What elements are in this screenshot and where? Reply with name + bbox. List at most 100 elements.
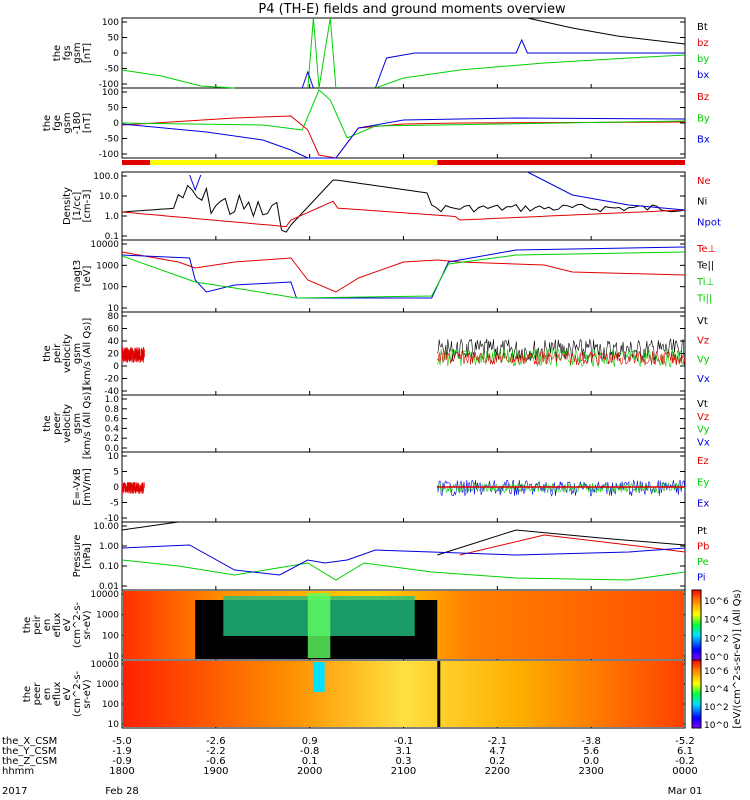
data-traces <box>121 17 686 727</box>
fgs-ytick-label: 100 <box>102 18 119 28</box>
peerv-ylabel-line: gsm <box>72 413 83 434</box>
peirv-ylabel: the peir velocity gsm [km/s (All Qs)] <box>42 318 93 390</box>
efield-legend-item: Ey <box>697 477 709 488</box>
peirspec-ylabel: the peir en eflux eV (cm^2-s-sr-eV) <box>22 601 93 648</box>
peirv-ylabel-line: [km/s (All Qs)] <box>82 318 93 390</box>
x-row-name: the_Z_CSM <box>2 756 57 767</box>
fge-legend-item: By <box>697 113 710 124</box>
peirv-legend-item: Vt <box>697 316 708 327</box>
density-ylabel: Density [1/cc] [cm-3] <box>62 187 93 225</box>
peirspec-ylabel-line: (cm^2-s- <box>72 601 83 648</box>
pressure-ylabel-line: [nPa] <box>82 543 93 569</box>
peirv-ytick-label: -20 <box>104 375 119 385</box>
peirv-ytick-label: 0 <box>113 362 119 372</box>
peerv-ytick-label: 0.0 <box>105 444 120 454</box>
efield-ytick-label: 0 <box>113 483 119 493</box>
peerv-ytick-label: 0.8 <box>105 405 120 415</box>
peir-vz-trace <box>437 350 686 366</box>
x-row-name: the_Y_CSM <box>2 746 56 757</box>
peerv-ytick-label: 1.0 <box>105 395 120 405</box>
peerv-ylabel-line: the <box>42 415 53 431</box>
efield-legend-item: Ez <box>697 456 709 467</box>
peerv-ylabel-line: [km/s (All Qs)] <box>82 388 93 460</box>
x-row-value: 0.3 <box>396 756 412 767</box>
peirspec-ylabel-line: the <box>22 617 33 633</box>
peerspec-ylabel-line: sr-eV) <box>82 679 93 708</box>
fgs-ylabel-line: [nT] <box>82 43 93 63</box>
peirspec-ylabel-line: eflux <box>52 613 63 638</box>
x-row-value: 3.1 <box>396 746 412 757</box>
mode-bar-red-left <box>122 160 151 165</box>
panel-efield: 10 5 0 -5 -10 E=-VxB [mV/m] Ez Ey Ex <box>72 451 709 524</box>
fgs-legend-item: bz <box>697 38 709 49</box>
fge-frame <box>121 87 686 159</box>
fgs-ylabel-line: gsm <box>72 42 83 63</box>
x-row-value: -5.2 <box>675 736 695 747</box>
peirv-ytick-label: -40 <box>104 387 119 397</box>
x-row-value: -5.0 <box>112 736 132 747</box>
peer-spectrogram-gap-line <box>437 661 441 727</box>
peerspec-ylabel-line: (cm^2-s- <box>72 670 83 717</box>
peerspec-ytick-label: 100 <box>102 700 119 710</box>
fge-ytick-label: -50 <box>104 135 119 145</box>
peirspec-ylabel-line: eV <box>62 618 73 631</box>
x-row-value: 4.7 <box>489 746 505 757</box>
temp-frame <box>121 239 686 313</box>
colorbar-1: 10^6 10^4 10^2 10^0 <box>691 589 729 663</box>
efield-ytick-label: 5 <box>113 468 119 478</box>
x-axis-labels: the_X_CSM -5.0 -2.6 0.9 -0.1 -2.1 -3.8 -5.2 the_… <box>2 736 702 797</box>
fge-ylabel-line: fge <box>52 115 63 131</box>
pressure-legend-item: Pe <box>697 557 709 568</box>
colorbar-tick-label: 10^6 <box>704 597 729 607</box>
peirv-ylabel-line: gsm <box>72 343 83 364</box>
x-row-value: 1800 <box>109 766 134 777</box>
temp-ylabel-line: [eV] <box>82 266 93 287</box>
x-row-value: -2.1 <box>488 736 508 747</box>
colorbar-tick-label: 10^4 <box>704 685 729 695</box>
efield-early-trace <box>121 481 145 494</box>
peerv-legend-item: Vy <box>697 425 710 436</box>
fge-bx-trace <box>121 117 686 159</box>
x-row-value: -0.2 <box>675 756 695 767</box>
pressure-pt-trace-b <box>437 529 686 556</box>
panel-peerv: 1.00.80.60.40.20.0 the peer velocity gsm [km/… <box>42 388 710 460</box>
temp-legend-item: Te⊥ <box>696 244 716 255</box>
peerspec-ylabel: the peer en eflux eV (cm^2-s-sr-eV) <box>22 670 93 717</box>
fge-legend-item: Bx <box>697 135 710 146</box>
peerv-ylabel: the peer velocity gsm [km/s (All Qs)] <box>42 388 93 460</box>
peer-spectrogram-cyan <box>313 662 325 692</box>
peerv-ylabel-line: peer <box>52 411 63 435</box>
density-ytick-label: 100.0 <box>93 172 119 182</box>
pressure-legend-item: Pi <box>697 573 706 584</box>
density-npot-spike <box>189 174 202 192</box>
panel-density: 100.0 10.0 1.0 0.1 Density [1/cc] [cm-3] Ne Ni Np… <box>62 171 721 242</box>
efield-ex-trace <box>437 479 686 497</box>
fge-ylabel-line: [nT] <box>82 113 93 133</box>
peerspec-ytick-label: 10000 <box>90 660 119 670</box>
efield-ytick-label: -5 <box>110 499 119 509</box>
peerspec-ylabel-line: en <box>42 688 53 701</box>
peirv-legend-item: Vx <box>697 374 710 385</box>
x-row-value: -0.8 <box>300 746 320 757</box>
peerv-ytick-label: 0.2 <box>105 434 119 444</box>
fge-ylabel-line: -180 <box>72 112 83 135</box>
peirv-ylabel-line: the <box>42 345 53 361</box>
panel-peirv: 80 60 40 20 0 -20 -40 the peir velocity gsm [km/s (… <box>42 311 710 397</box>
panel-pressure: 10.00 1.00 0.10 0.01 Pressure [nPa] Pt Pb Pe Pi <box>72 521 709 592</box>
panel-fgs: 100 50 0 -50 -100 the fgs gsm [nT] Bt bz by bx <box>52 17 709 90</box>
colorbar-tick-label: 10^2 <box>704 703 729 713</box>
density-ylabel-line: [cm-3] <box>82 189 93 222</box>
temp-ytick-label: 10 <box>108 304 120 314</box>
efield-ylabel-line: E=-VxB <box>72 468 83 505</box>
density-ylabel-line: [1/cc] <box>72 192 83 221</box>
x-row-value: 0.2 <box>489 756 505 767</box>
fgs-ylabel-line: the <box>52 45 63 61</box>
x-row-value: -2.2 <box>206 746 226 757</box>
peirspec-ylabel-line: peir <box>32 614 43 634</box>
peirv-ylabel-line: peir <box>52 343 63 363</box>
temp-ti-trace <box>121 246 686 299</box>
fge-bz-trace <box>121 115 686 159</box>
fge-ytick-label: 50 <box>108 104 120 114</box>
pressure-legend-item: Pb <box>697 542 709 553</box>
